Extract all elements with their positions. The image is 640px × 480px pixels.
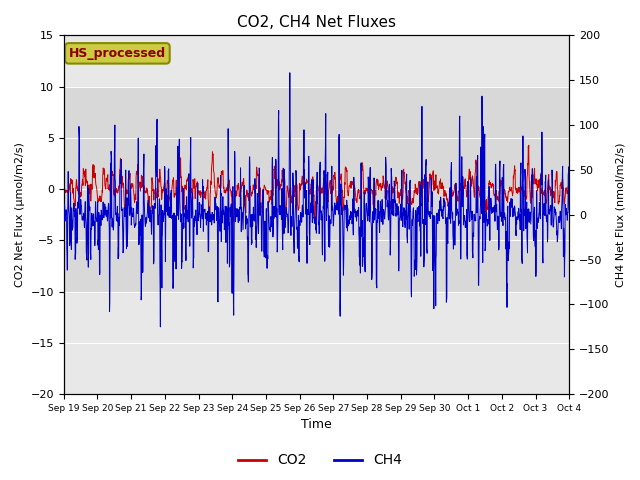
Bar <box>64 86 569 292</box>
X-axis label: Time: Time <box>301 419 332 432</box>
Y-axis label: CH4 Net Flux (nmol/m2/s): CH4 Net Flux (nmol/m2/s) <box>615 143 625 287</box>
Title: CO2, CH4 Net Fluxes: CO2, CH4 Net Fluxes <box>237 15 396 30</box>
Text: HS_processed: HS_processed <box>69 47 166 60</box>
Legend: CO2, CH4: CO2, CH4 <box>232 448 408 473</box>
Y-axis label: CO2 Net Flux (μmol/m2/s): CO2 Net Flux (μmol/m2/s) <box>15 142 25 287</box>
